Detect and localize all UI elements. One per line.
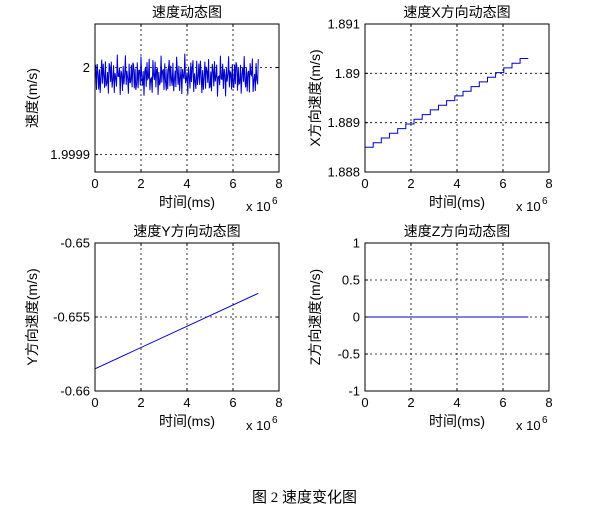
y-tick-label: 2 bbox=[83, 60, 90, 75]
y-axis-label: X方向速度(m/s) bbox=[307, 49, 323, 146]
y-tick-label: -0.65 bbox=[60, 236, 90, 251]
x-axis-label: 时间(ms) bbox=[159, 194, 215, 210]
data-series-line bbox=[94, 292, 259, 370]
y-tick-label: 1.891 bbox=[327, 17, 360, 32]
x-tick-label: 8 bbox=[545, 395, 552, 410]
x-axis-multiplier: x 10 bbox=[516, 199, 541, 214]
x-tick-label: 4 bbox=[453, 176, 460, 191]
plot-area bbox=[95, 24, 279, 172]
x-tick-label: 8 bbox=[275, 176, 282, 191]
y-tick-label: 1.889 bbox=[327, 115, 360, 130]
y-axis-label: 速度(m/s) bbox=[24, 68, 40, 128]
x-axis-exponent: 6 bbox=[272, 415, 278, 426]
x-tick-label: 0 bbox=[361, 176, 368, 191]
x-tick-label: 4 bbox=[183, 176, 190, 191]
y-tick-label: -0.5 bbox=[338, 347, 360, 362]
x-tick-label: 2 bbox=[137, 176, 144, 191]
x-axis-exponent: 6 bbox=[542, 415, 548, 426]
x-tick-label: 6 bbox=[229, 176, 236, 191]
chart-title: 速度Y方向动态图 bbox=[133, 223, 240, 239]
chart-title: 速度Z方向动态图 bbox=[404, 223, 511, 239]
x-axis-multiplier: x 10 bbox=[516, 418, 541, 433]
x-tick-label: 6 bbox=[499, 395, 506, 410]
data-series-line bbox=[365, 58, 529, 148]
y-tick-label: 1.89 bbox=[335, 66, 360, 81]
x-tick-label: 6 bbox=[229, 395, 236, 410]
x-tick-label: 8 bbox=[545, 176, 552, 191]
y-tick-label: -0.66 bbox=[60, 384, 90, 399]
x-tick-label: 4 bbox=[453, 395, 460, 410]
x-tick-label: 6 bbox=[499, 176, 506, 191]
x-axis-label: 时间(ms) bbox=[429, 194, 485, 210]
x-tick-label: 4 bbox=[183, 395, 190, 410]
x-tick-label: 0 bbox=[91, 395, 98, 410]
x-tick-label: 0 bbox=[361, 395, 368, 410]
x-axis-multiplier: x 10 bbox=[246, 418, 271, 433]
x-axis-label: 时间(ms) bbox=[159, 413, 215, 429]
x-tick-label: 2 bbox=[137, 395, 144, 410]
figure-caption: 图 2 速度变化图 bbox=[251, 490, 357, 506]
y-tick-label: 0 bbox=[353, 310, 360, 325]
y-tick-label: 1 bbox=[353, 236, 360, 251]
y-axis-label: Z方向速度(m/s) bbox=[307, 269, 323, 365]
y-tick-label: 1.9999 bbox=[50, 147, 90, 162]
y-tick-label: -1 bbox=[348, 384, 360, 399]
y-tick-label: 1.888 bbox=[327, 165, 360, 180]
y-tick-label: 0.5 bbox=[342, 273, 360, 288]
x-axis-label: 时间(ms) bbox=[429, 413, 485, 429]
plot-area bbox=[365, 24, 549, 172]
chart-title: 速度X方向动态图 bbox=[403, 4, 510, 20]
x-axis-multiplier: x 10 bbox=[246, 199, 271, 214]
x-tick-label: 0 bbox=[91, 176, 98, 191]
x-tick-label: 8 bbox=[275, 395, 282, 410]
x-tick-label: 2 bbox=[407, 176, 414, 191]
x-axis-exponent: 6 bbox=[272, 196, 278, 207]
chart-title: 速度动态图 bbox=[152, 4, 222, 20]
y-tick-label: -0.655 bbox=[53, 310, 90, 325]
x-tick-label: 2 bbox=[407, 395, 414, 410]
data-series-line bbox=[94, 53, 259, 97]
y-axis-label: Y方向速度(m/s) bbox=[24, 268, 40, 365]
x-axis-exponent: 6 bbox=[542, 196, 548, 207]
